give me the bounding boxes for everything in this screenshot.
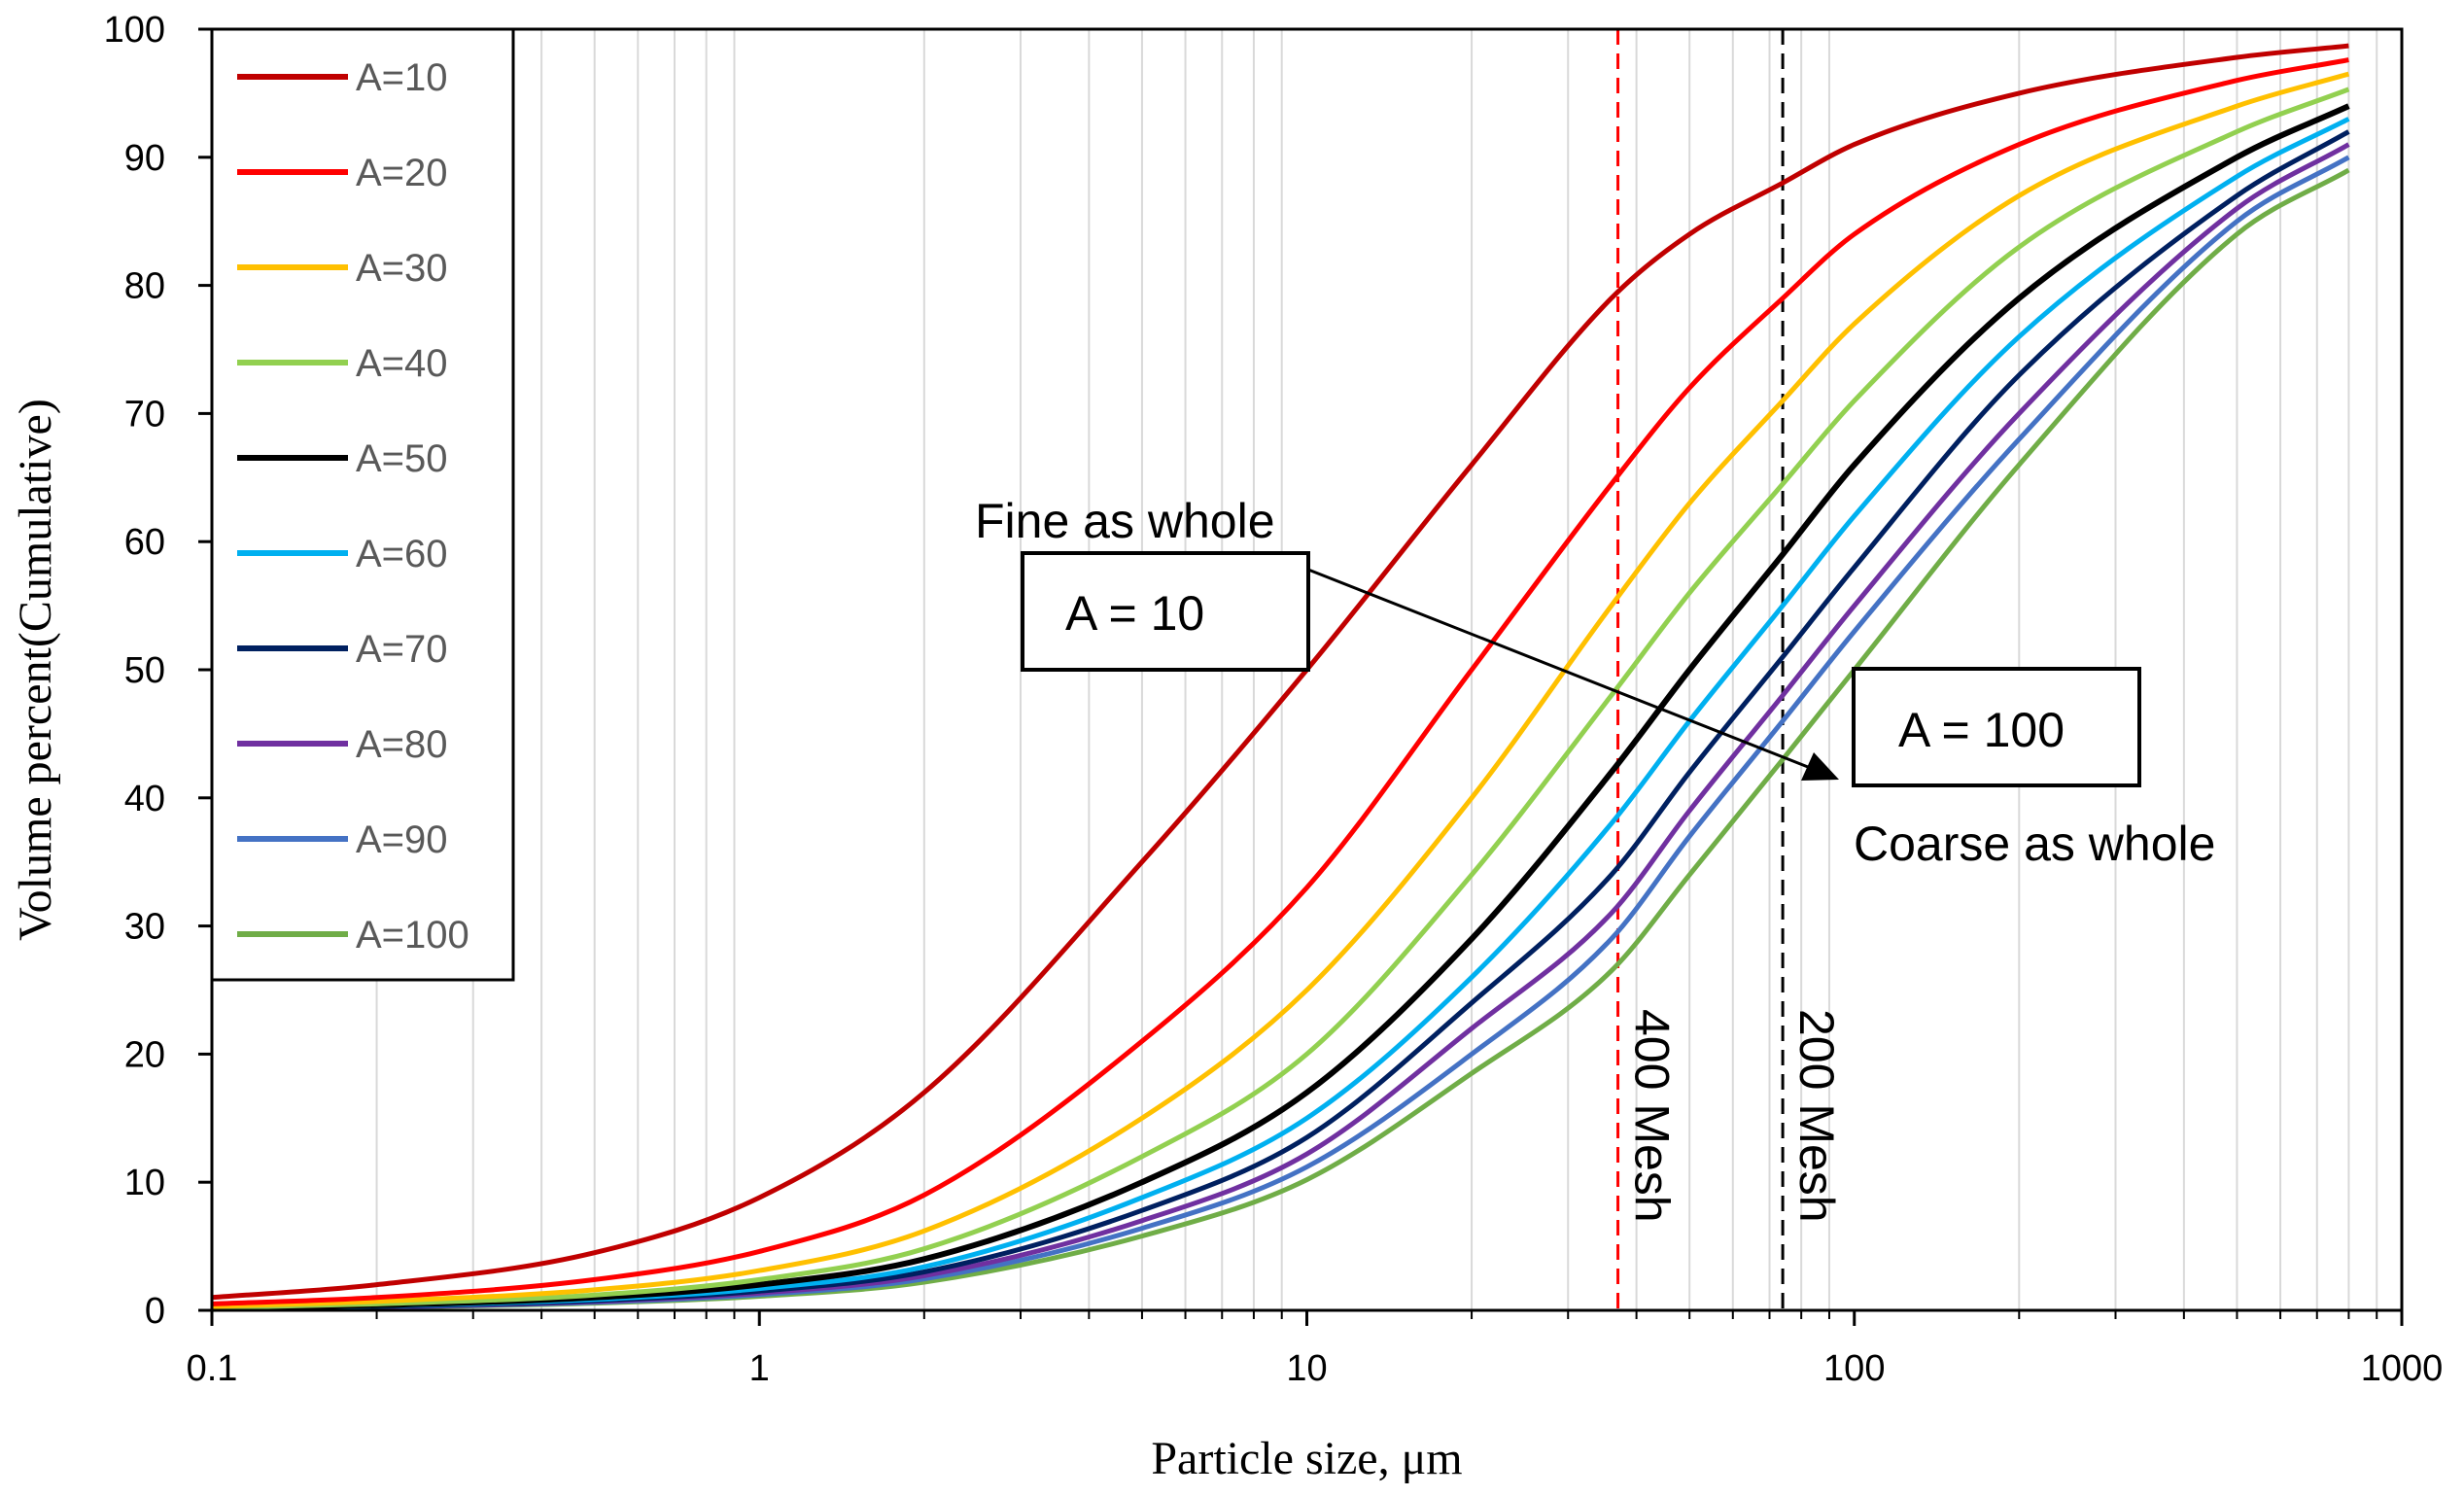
x-tick-label: 1000 — [2361, 1348, 2444, 1389]
annotation-arrow-head — [1801, 752, 1839, 781]
series-line-a-40 — [211, 87, 2350, 1310]
y-tick-label: 100 — [104, 10, 165, 51]
legend-label: A=30 — [356, 247, 448, 290]
legend-label: A=100 — [356, 914, 469, 957]
x-tick-label: 10 — [1286, 1348, 1327, 1389]
legend-label: A=90 — [356, 818, 448, 861]
y-tick-label: 0 — [145, 1291, 165, 1332]
legend-label: A=40 — [356, 342, 448, 385]
x-axis-ticks: 0.1 1 10 100 1000 — [187, 1310, 2444, 1389]
y-tick-label: 50 — [124, 650, 165, 691]
y-tick-label: 60 — [124, 522, 165, 563]
legend-label: A=70 — [356, 628, 448, 671]
y-tick-label: 20 — [124, 1034, 165, 1075]
x-tick-label: 0.1 — [187, 1348, 238, 1389]
ref-line-label-400-mesh: 400 Mesh — [1625, 1009, 1680, 1223]
y-axis-ticks: 0 10 20 30 40 50 60 70 80 90 100 — [104, 10, 212, 1332]
x-tick-label: 100 — [1823, 1348, 1885, 1389]
legend-label: A=20 — [356, 152, 448, 194]
y-tick-label: 30 — [124, 907, 165, 948]
legend-label: A=50 — [356, 437, 448, 480]
series-line-a-20 — [211, 57, 2349, 1306]
y-tick-label: 90 — [124, 138, 165, 179]
annotation-coarse-text: Coarse as whole — [1854, 817, 2215, 871]
annotation-coarse-box-label: A = 100 — [1898, 703, 2065, 757]
y-axis-title: Volume percent(Cumulative) — [10, 399, 61, 941]
annotation-fine-text: Fine as whole — [975, 494, 1275, 548]
series-line-a-50 — [211, 103, 2350, 1311]
ref-line-label-200-mesh: 200 Mesh — [1789, 1009, 1844, 1223]
reference-lines — [1616, 29, 1785, 1310]
legend-label: A=80 — [356, 723, 448, 766]
annotation-fine-box — [1021, 551, 1310, 672]
y-tick-label: 10 — [124, 1163, 165, 1203]
annotation-coarse-box — [1852, 667, 2141, 787]
legend-label: A=10 — [356, 56, 448, 99]
annotation-fine-box-label: A = 10 — [1065, 586, 1204, 641]
y-tick-label: 70 — [124, 394, 165, 435]
legend: A=10 A=20 A=30 A=40 A=50 A=60 A=70 A=80 A=90 A=10… — [210, 27, 515, 982]
series-lines — [211, 43, 2350, 1312]
y-tick-label: 80 — [124, 266, 165, 307]
x-tick-label: 1 — [749, 1348, 770, 1389]
y-tick-label: 40 — [124, 779, 165, 819]
x-axis-title: Particle size, μm — [1151, 1433, 1462, 1484]
series-line-a-10 — [211, 43, 2349, 1301]
legend-label: A=60 — [356, 533, 448, 575]
legend-box — [210, 27, 515, 982]
annotation-arrow — [1307, 568, 1809, 769]
series-line-a-30 — [211, 71, 2350, 1309]
